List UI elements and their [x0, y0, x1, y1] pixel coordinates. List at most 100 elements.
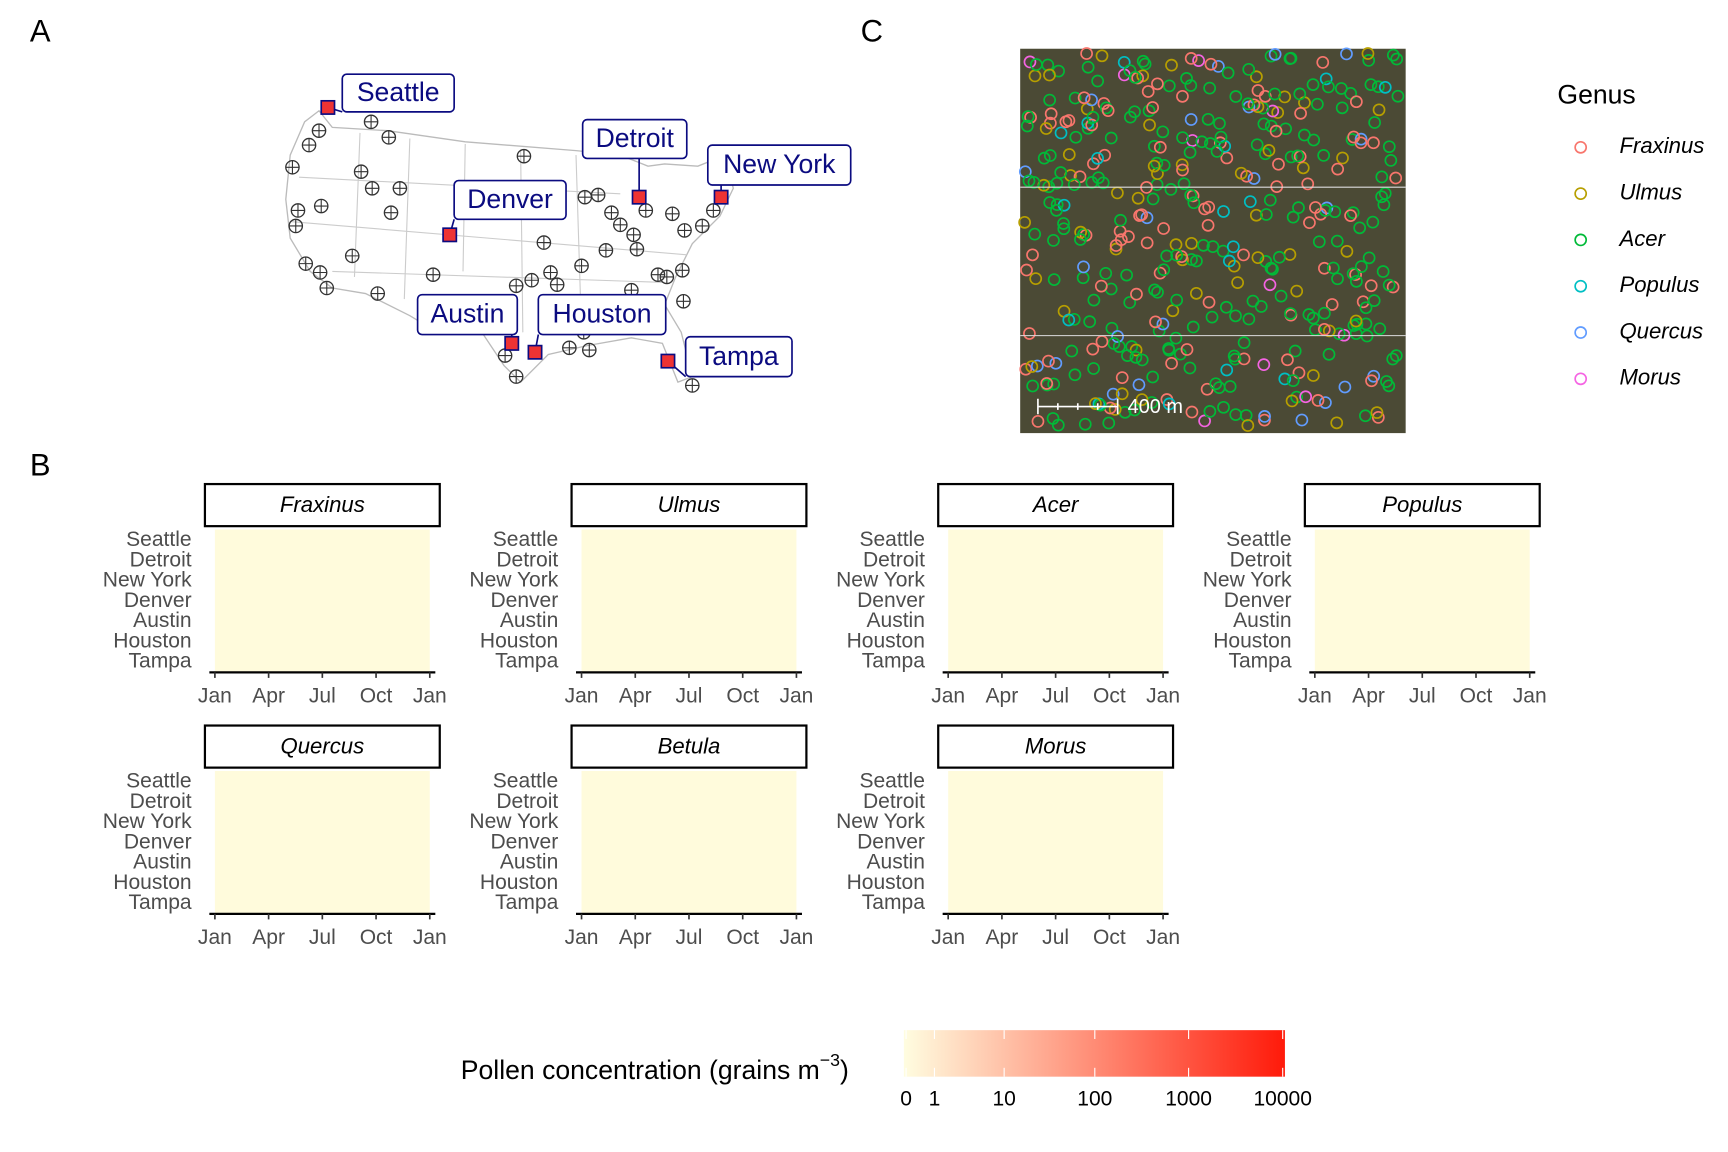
- tree-marker: [1375, 190, 1389, 204]
- tree-marker: [1293, 87, 1307, 101]
- tree-marker: [1270, 180, 1284, 193]
- station-cross: [665, 207, 680, 221]
- tree-marker: [1317, 323, 1331, 336]
- tree-marker: [1290, 284, 1304, 298]
- tree-marker: [1257, 358, 1271, 372]
- city-axis-label: Houston: [480, 871, 558, 894]
- tree-marker: [1180, 72, 1193, 85]
- tree-marker: [1263, 278, 1277, 292]
- tree-marker: [1166, 304, 1180, 318]
- x-tick-label: Apr: [252, 684, 285, 707]
- tree-marker: [1044, 107, 1058, 121]
- tree-marker: [1263, 193, 1277, 207]
- x-tick-label: Jan: [1513, 684, 1547, 707]
- x-tick-label: Jul: [676, 684, 703, 707]
- x-tick-label: Apr: [986, 684, 1019, 707]
- facet-strip: [570, 724, 808, 769]
- tree-marker: [1050, 176, 1064, 190]
- tree-marker: [1295, 413, 1309, 427]
- station-cross: [509, 369, 523, 384]
- tree-marker: [1108, 403, 1122, 416]
- city-axis-label: Detroit: [130, 790, 192, 813]
- station-cross: [706, 203, 720, 218]
- station-cross: [676, 294, 691, 308]
- legend-key: [1574, 372, 1588, 386]
- tree-marker: [1349, 314, 1363, 328]
- tree-marker: [1364, 78, 1378, 91]
- station-cross: [285, 160, 300, 174]
- tree-marker: [1151, 77, 1164, 91]
- tree-marker: [1175, 158, 1189, 172]
- tree-marker: [1266, 262, 1279, 276]
- colorbar-title-text: Pollen concentration (grains m: [461, 1055, 820, 1085]
- legend-label: Acer: [1617, 226, 1666, 251]
- x-tick-label: Apr: [986, 926, 1019, 949]
- tree-marker: [1361, 47, 1375, 60]
- tree-marker: [1344, 209, 1357, 222]
- facet-strip: [203, 482, 441, 528]
- tree-marker: [1074, 233, 1087, 246]
- tree-marker: [1247, 98, 1261, 112]
- station-cross: [613, 218, 627, 232]
- tree-marker: [1223, 380, 1237, 393]
- tree-marker: [1365, 374, 1378, 388]
- city-axis-label: Seattle: [126, 770, 191, 793]
- x-tick-label: Apr: [252, 926, 285, 949]
- x-tick-label: Oct: [726, 684, 759, 707]
- city-axis-label: Austin: [866, 851, 924, 874]
- legend-label: Populus: [1619, 272, 1699, 297]
- tree-marker: [1023, 327, 1036, 340]
- tree-marker: [1148, 283, 1161, 297]
- tree-marker: [1203, 405, 1217, 418]
- tree-marker: [1366, 215, 1380, 229]
- tree-marker: [1312, 235, 1326, 249]
- station-cross: [574, 259, 589, 273]
- tree-marker: [1190, 254, 1203, 268]
- facet-strip: [203, 724, 441, 769]
- tree-marker: [1109, 242, 1123, 256]
- city-axis-label: Austin: [866, 609, 924, 632]
- tree-marker: [1050, 203, 1063, 217]
- tree-marker: [1242, 312, 1256, 326]
- x-tick-label: Oct: [360, 684, 393, 707]
- city-axis-label: Detroit: [496, 790, 558, 813]
- station-cross: [365, 181, 379, 195]
- tree-marker: [1316, 56, 1330, 69]
- tree-marker: [1214, 130, 1228, 144]
- city-axis-label: Denver: [490, 830, 558, 853]
- tree-marker: [1222, 254, 1236, 268]
- tree-marker: [1195, 135, 1209, 149]
- tree-marker: [1322, 347, 1336, 361]
- x-tick-label: Oct: [1460, 684, 1493, 707]
- tree-marker: [1292, 201, 1305, 215]
- city-axis-label: Seattle: [126, 528, 191, 551]
- tree-marker: [1026, 248, 1039, 262]
- tree-marker: [1203, 81, 1217, 95]
- city-axis-label: Seattle: [493, 528, 558, 551]
- panel-label: B: [30, 448, 51, 483]
- tree-marker: [1211, 60, 1225, 73]
- tree-marker: [1020, 263, 1033, 277]
- tree-marker: [1122, 230, 1135, 243]
- tree-marker: [1170, 248, 1184, 262]
- city-axis-label: New York: [103, 569, 192, 592]
- station-cross: [591, 188, 605, 202]
- tree-marker: [1162, 397, 1176, 411]
- station-cross: [550, 278, 564, 292]
- tree-marker: [1107, 337, 1121, 350]
- city-axis-label: Detroit: [1230, 548, 1292, 571]
- station-cross: [498, 348, 512, 363]
- tree-markers: [1018, 47, 1405, 432]
- tree-marker: [1373, 322, 1387, 336]
- city-axis-label: Denver: [124, 830, 192, 853]
- tree-marker: [1251, 251, 1265, 264]
- x-tick-label: Apr: [619, 926, 652, 949]
- station-cross: [289, 219, 303, 233]
- x-tick-label: Jan: [779, 926, 813, 949]
- city-axis-label: Detroit: [863, 548, 925, 571]
- tree-marker: [1200, 382, 1214, 396]
- tree-marker: [1318, 261, 1331, 275]
- tree-marker: [1294, 106, 1307, 120]
- legend-key: [1574, 279, 1588, 293]
- tree-marker: [1029, 272, 1043, 285]
